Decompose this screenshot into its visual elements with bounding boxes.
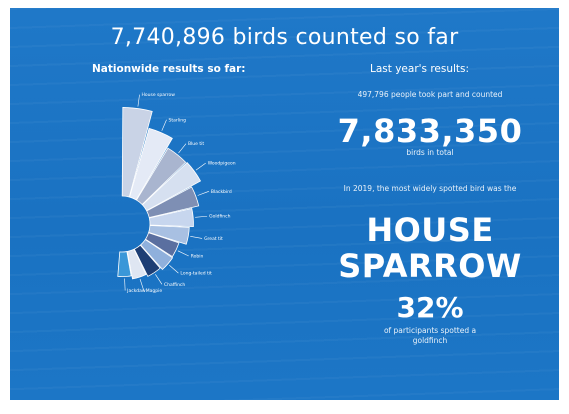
leader-line-10 [139, 278, 145, 291]
leader-line-5 [195, 215, 208, 218]
leader-line-4 [197, 191, 209, 196]
chart-label-10: Magpie [146, 288, 163, 294]
headline: 7,740,896 birds counted so far [110, 25, 459, 50]
chart-label-6: Great tit [204, 236, 223, 242]
top-species-line1: HOUSE [366, 211, 494, 249]
chart-label-3: Woodpigeon [208, 161, 236, 167]
total-birds-caption: birds in total [406, 148, 454, 157]
chart-segment-11 [117, 251, 132, 277]
leader-line-2 [178, 143, 187, 154]
chart-label-11: Jackdaw [126, 288, 146, 294]
chart-label-8: Long-tailed tit [180, 271, 212, 277]
leader-line-0 [137, 94, 140, 107]
total-birds-value: 7,833,350 [337, 112, 523, 150]
infographic-panel: 7,740,896 birds counted so far Nationwid… [10, 8, 559, 400]
last-year-caption: Last year's results: [370, 63, 470, 75]
leader-line-11 [124, 278, 126, 291]
leader-line-6 [190, 235, 203, 239]
top-species-name: HOUSE SPARROW [330, 212, 530, 284]
percent-caption-line2: goldfinch [412, 336, 448, 345]
leader-line-3 [195, 162, 206, 171]
leader-line-9 [155, 274, 163, 285]
leader-line-1 [161, 119, 167, 131]
leader-line-8 [169, 265, 179, 274]
species-chart: House sparrow Starling Blue tit Woodpigeon B… [117, 92, 236, 294]
goldfinch-percent-caption: of participants spotted a goldfinch [330, 326, 530, 346]
chart-label-9: Chaffinch [164, 282, 185, 288]
participants-text: 497,796 people took part and counted [357, 90, 503, 99]
goldfinch-percent: 32% [396, 291, 464, 324]
species-intro-text: In 2019, the most widely spotted bird wa… [343, 184, 517, 193]
chart-label-7: Robin [191, 253, 204, 259]
nationwide-caption: Nationwide results so far: [92, 63, 246, 75]
chart-label-0: House sparrow [142, 92, 176, 98]
chart-label-5: Goldfinch [209, 214, 231, 220]
percent-caption-line1: of participants spotted a [383, 326, 477, 335]
top-species-line2: SPARROW [338, 247, 522, 285]
chart-label-1: Starling [169, 117, 187, 123]
leader-line-7 [177, 250, 189, 257]
chart-label-4: Blackbird [211, 189, 232, 195]
chart-label-2: Blue tit [188, 141, 204, 147]
